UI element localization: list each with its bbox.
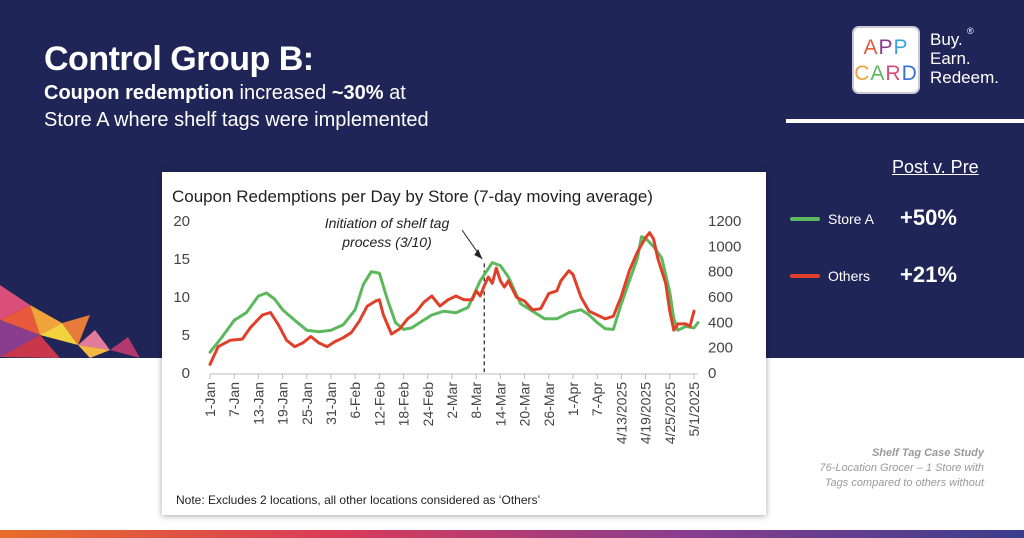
annotation-text-line-2: process (3/10) <box>341 234 431 250</box>
appcard-logo: APP CARD <box>852 26 920 94</box>
x-axis-tick-label: 8-Mar <box>468 382 484 419</box>
logo-text: APP <box>863 36 908 60</box>
x-axis-tick-label: 18-Feb <box>396 382 412 427</box>
x-axis-tick-label: 13-Jan <box>250 382 266 425</box>
x-axis-tick-label: 19-Jan <box>275 382 291 425</box>
subtitle-bold-1: Coupon redemption <box>44 82 234 104</box>
decorative-triangles <box>0 285 140 358</box>
x-axis-tick-label: 20-Mar <box>517 382 533 427</box>
post-v-pre-title: Post v. Pre <box>892 157 979 177</box>
logo-letter: P <box>878 36 894 59</box>
triangle-9 <box>110 337 140 358</box>
left-axis-tick-label: 5 <box>182 327 190 344</box>
triangle-3 <box>0 320 40 357</box>
header-divider <box>786 119 1024 123</box>
x-axis-tick-label: 1-Jan <box>202 382 218 417</box>
triangle-1 <box>0 285 30 320</box>
triangle-4 <box>30 305 62 335</box>
x-axis-tick-label: 7-Jan <box>226 382 242 417</box>
left-axis-tick-label: 0 <box>182 365 190 382</box>
triangle-7 <box>78 330 110 350</box>
tagline-buy: Buy. <box>930 30 963 49</box>
series-line-others <box>208 231 696 366</box>
right-axis-tick-label: 1200 <box>708 213 741 230</box>
x-axis-tick-label: 12-Feb <box>371 382 387 427</box>
case-study-title: Shelf Tag Case Study <box>820 446 984 461</box>
triangle-10 <box>78 345 110 358</box>
logo-text: CARD <box>854 62 918 86</box>
triangle-8 <box>62 315 90 345</box>
store-a-percent: +50% <box>900 205 957 230</box>
right-axis-tick-label: 0 <box>708 365 716 382</box>
subtitle-bold-2: ~30% <box>331 82 384 104</box>
logo-letter: D <box>901 62 918 85</box>
legend-line-store-a <box>790 217 820 221</box>
page-title: Control Group B: <box>44 40 314 78</box>
x-axis-tick-label: 4/13/2025 <box>613 382 629 444</box>
x-axis-tick-label: 31-Jan <box>323 382 339 425</box>
others-percent: +21% <box>900 262 957 287</box>
bottom-gradient-bar <box>0 530 1024 538</box>
registered-mark: ® <box>967 26 974 36</box>
chart-title: Coupon Redemptions per Day by Store (7-d… <box>172 187 653 206</box>
right-axis-tick-label: 800 <box>708 264 733 281</box>
logo-letter: C <box>854 62 871 85</box>
triangle-6 <box>0 335 60 358</box>
legend-label-store-a: Store A <box>828 211 874 227</box>
case-study-line-2: Tags compared to others without <box>824 477 984 489</box>
tagline-earn: Earn. <box>930 49 971 68</box>
left-axis-tick-label: 20 <box>173 213 190 230</box>
case-study-line-1: 76-Location Grocer – 1 Store with <box>819 462 984 474</box>
logo-tagline: Buy. Earn. Redeem. <box>930 30 999 87</box>
x-axis-tick-label: 24-Feb <box>420 382 436 427</box>
x-axis-tick-label: 2-Mar <box>444 382 460 419</box>
annotation-text-line-1: Initiation of shelf tag <box>325 215 450 231</box>
logo-line-1: APP <box>854 36 918 60</box>
line-chart: Coupon Redemptions per Day by Store (7-d… <box>172 187 741 507</box>
logo-line-2: CARD <box>854 62 918 86</box>
case-study-title-text: Shelf Tag Case Study <box>871 447 984 459</box>
x-axis-tick-label: 5/1/2025 <box>686 382 702 437</box>
x-axis-tick-label: 25-Jan <box>299 382 315 425</box>
tagline-redeem: Redeem. <box>930 68 999 87</box>
logo-letter: P <box>893 36 909 59</box>
left-axis-tick-label: 15 <box>173 251 190 268</box>
case-study-caption: Shelf Tag Case Study 76-Location Grocer … <box>820 446 984 491</box>
legend-label-others: Others <box>828 268 871 284</box>
right-axis-tick-label: 200 <box>708 340 733 357</box>
x-axis-tick-label: 6-Feb <box>347 382 363 419</box>
chart-note: Note: Excludes 2 locations, all other lo… <box>176 493 540 507</box>
logo-letter: R <box>885 62 902 85</box>
x-axis-tick-label: 14-Mar <box>492 382 508 427</box>
x-axis-tick-label: 1-Apr <box>565 382 581 417</box>
subtitle-text-2: at Store A where shelf tags were impleme… <box>44 82 429 131</box>
logo-letter: A <box>870 62 886 85</box>
chart-card: Coupon Redemptions per Day by Store (7-d… <box>162 172 766 515</box>
x-axis-tick-label: 4/19/2025 <box>638 382 654 444</box>
x-axis-tick-label: 26-Mar <box>541 382 557 427</box>
right-axis-tick-label: 1000 <box>708 238 741 255</box>
page-subtitle: Coupon redemption increased ~30% at Stor… <box>44 80 444 134</box>
right-axis-tick-label: 600 <box>708 289 733 306</box>
triangle-2 <box>0 305 40 335</box>
logo-letter: A <box>863 36 879 59</box>
x-axis-tick-label: 4/25/2025 <box>662 382 678 444</box>
series-line-store-a <box>208 235 700 354</box>
right-axis-tick-label: 400 <box>708 314 733 331</box>
annotation-arrowhead <box>474 249 483 260</box>
legend-line-others <box>790 274 820 278</box>
x-axis-tick-label: 7-Apr <box>589 382 605 417</box>
left-axis-tick-label: 10 <box>173 289 190 306</box>
triangle-5 <box>40 323 78 345</box>
subtitle-text-1: increased <box>233 82 332 104</box>
